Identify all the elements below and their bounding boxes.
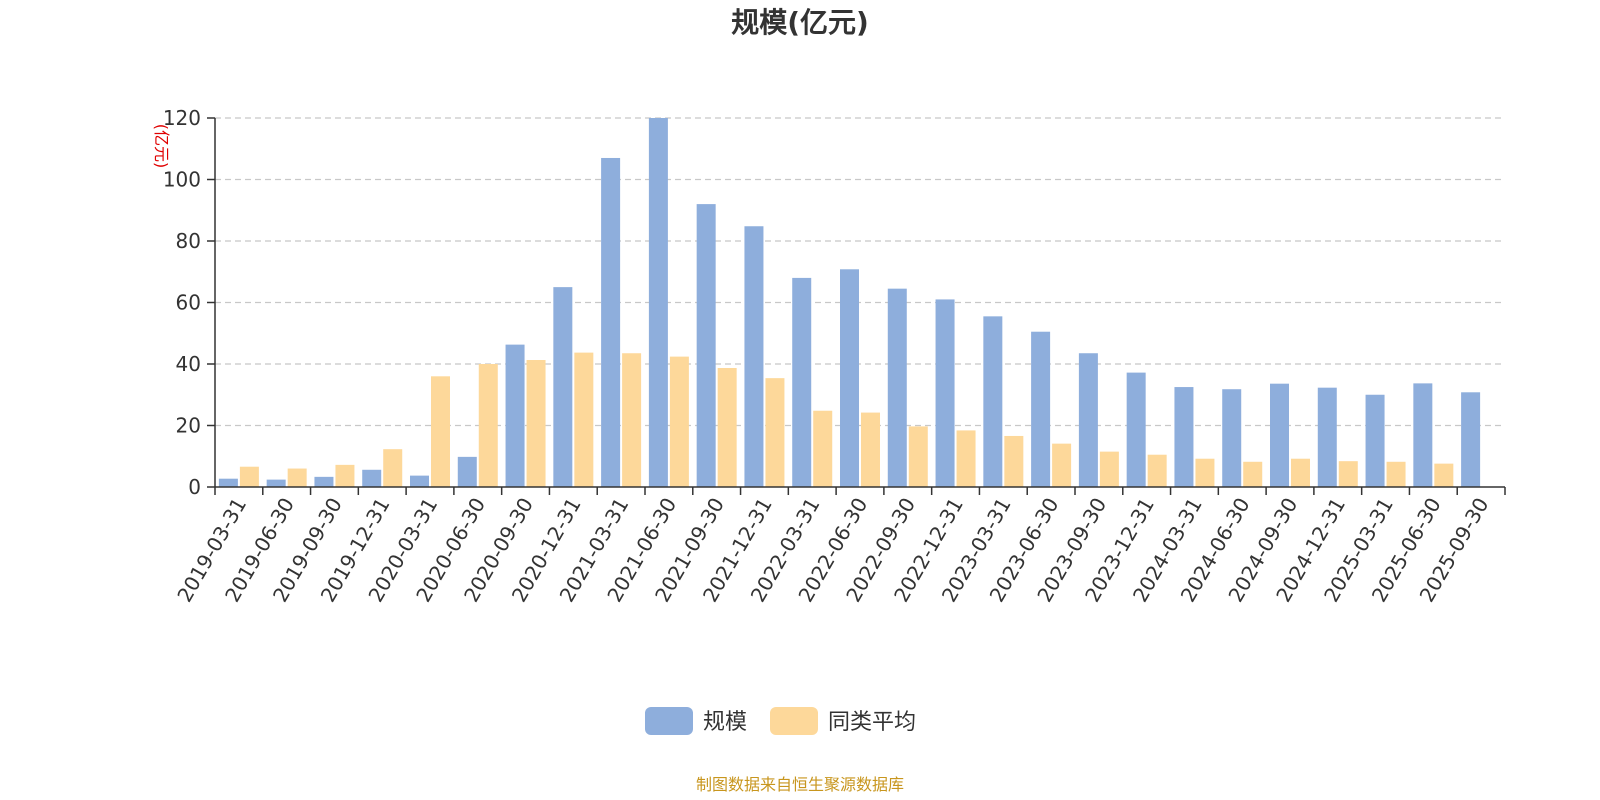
y-tick-label: 100 xyxy=(163,168,201,192)
data-source-note: 制图数据来自恒生聚源数据库 xyxy=(696,775,904,794)
legend-label: 同类平均 xyxy=(828,710,916,735)
legend-label: 规模 xyxy=(703,710,747,735)
bar-scale xyxy=(887,288,907,487)
bar-peer-average xyxy=(669,356,689,487)
bar-peer-average xyxy=(1291,458,1310,487)
y-tick-label: 20 xyxy=(176,414,201,438)
bar-scale xyxy=(1078,353,1098,487)
bar-scale xyxy=(648,118,668,487)
y-axis-ticks: 0 20 40 60 80 100 120 xyxy=(163,106,215,499)
bar-scale xyxy=(410,475,429,487)
y-tick-label: 40 xyxy=(176,352,201,376)
x-axis-ticks: 2019-03-312019-06-302019-09-302019-12-31… xyxy=(172,487,1506,606)
bar-peer-average xyxy=(1147,454,1167,487)
bar-peer-average xyxy=(574,352,594,487)
bar-scale xyxy=(792,277,812,487)
bar-scale xyxy=(1270,383,1289,487)
bar-scale xyxy=(1222,389,1242,487)
bar-scale xyxy=(840,269,859,487)
bar-scale xyxy=(218,478,238,487)
y-tick-label: 60 xyxy=(176,291,201,315)
bar-peer-average xyxy=(287,468,307,487)
bar-peer-average xyxy=(1243,461,1263,487)
bar-peer-average xyxy=(622,353,642,487)
bar-peer-average xyxy=(861,412,880,487)
bar-peer-average xyxy=(526,360,546,487)
bar-scale xyxy=(1365,394,1385,487)
bar-peer-average xyxy=(1386,461,1406,487)
bar-peer-average xyxy=(239,466,259,487)
y-tick-label: 80 xyxy=(176,229,201,253)
bar-scale xyxy=(1031,331,1051,487)
bar-peer-average xyxy=(1004,435,1024,487)
bar-peer-average xyxy=(478,364,498,487)
bar-scale xyxy=(1461,392,1481,487)
bar-peer-average xyxy=(908,426,928,487)
chart-title: 规模(亿元) xyxy=(731,6,869,39)
bar-scale xyxy=(266,479,286,487)
bar-peer-average xyxy=(1195,458,1215,487)
bar-peer-average xyxy=(1434,463,1454,487)
legend: 规模 同类平均 xyxy=(645,707,916,735)
bar-scale xyxy=(505,344,525,487)
bar-peer-average xyxy=(1052,443,1072,487)
legend-swatch xyxy=(645,707,693,735)
bar-peer-average xyxy=(1338,461,1358,487)
bar-peer-average xyxy=(813,410,833,487)
bar-scale xyxy=(1413,383,1433,487)
bar-scale xyxy=(1126,372,1146,487)
bar-scale xyxy=(553,287,573,487)
bar-scale xyxy=(1174,387,1194,487)
bar-peer-average xyxy=(765,378,785,487)
bar-scale xyxy=(1317,387,1337,487)
bar-scale xyxy=(362,469,382,487)
y-tick-label: 0 xyxy=(188,475,201,499)
bars xyxy=(218,118,1481,488)
bar-peer-average xyxy=(383,449,403,487)
bar-scale xyxy=(744,226,764,488)
bar-scale xyxy=(696,204,716,487)
bar-scale xyxy=(935,299,955,487)
legend-swatch xyxy=(770,707,818,735)
bar-scale xyxy=(457,456,477,487)
bar-peer-average xyxy=(1099,451,1119,487)
bar-peer-average xyxy=(956,430,976,487)
bar-scale xyxy=(983,316,1003,487)
bar-scale xyxy=(314,476,334,487)
bar-peer-average xyxy=(335,464,355,487)
bar-peer-average xyxy=(717,367,737,487)
bar-peer-average xyxy=(431,376,450,487)
y-tick-label: 120 xyxy=(163,106,201,130)
grid-lines xyxy=(215,117,1505,427)
bar-scale xyxy=(601,157,621,487)
y-axis-unit-label: (亿元) xyxy=(152,124,171,169)
